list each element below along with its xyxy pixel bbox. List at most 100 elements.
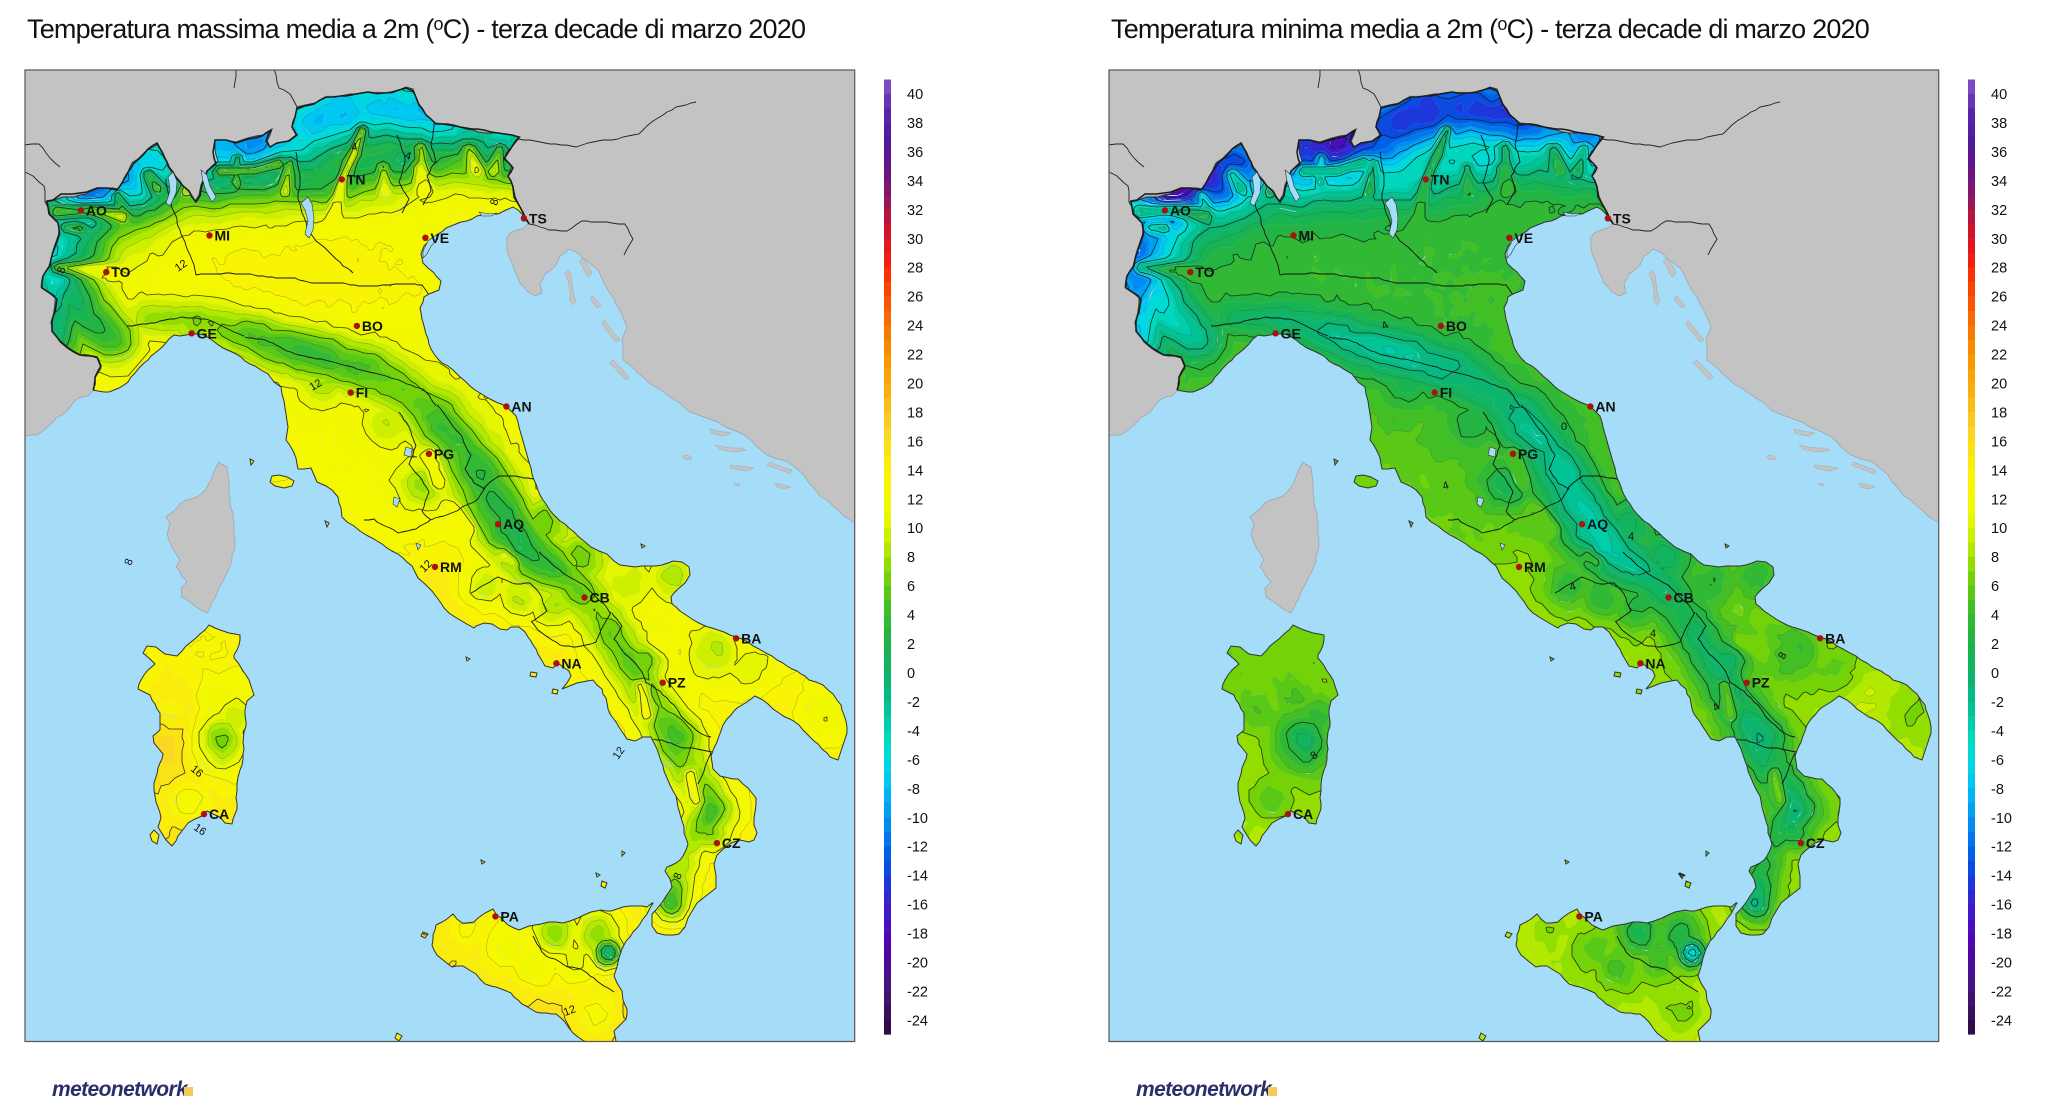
svg-text:VE: VE bbox=[430, 230, 449, 246]
svg-text:32: 32 bbox=[1991, 203, 2007, 219]
svg-text:-4: -4 bbox=[1991, 724, 2004, 740]
svg-text:4: 4 bbox=[1441, 479, 1451, 492]
svg-text:34: 34 bbox=[907, 174, 923, 190]
svg-text:VE: VE bbox=[1514, 230, 1533, 246]
svg-text:8: 8 bbox=[488, 198, 501, 207]
svg-text:4: 4 bbox=[907, 608, 915, 624]
svg-text:4: 4 bbox=[1676, 871, 1689, 881]
svg-text:4: 4 bbox=[403, 150, 413, 163]
svg-text:-16: -16 bbox=[1991, 898, 2012, 914]
svg-text:4: 4 bbox=[1568, 580, 1578, 593]
svg-text:BO: BO bbox=[362, 318, 383, 334]
svg-text:10: 10 bbox=[907, 521, 923, 537]
svg-text:0: 0 bbox=[1561, 421, 1567, 433]
svg-text:-22: -22 bbox=[1991, 984, 2012, 1000]
svg-text:-14: -14 bbox=[1991, 869, 2012, 885]
svg-text:-20: -20 bbox=[1991, 956, 2012, 972]
svg-text:4: 4 bbox=[1991, 608, 1999, 624]
svg-text:38: 38 bbox=[907, 116, 923, 132]
svg-text:TN: TN bbox=[1431, 171, 1450, 187]
svg-text:4: 4 bbox=[1650, 628, 1656, 640]
svg-text:24: 24 bbox=[1991, 319, 2007, 335]
svg-text:AO: AO bbox=[86, 202, 107, 218]
svg-text:CA: CA bbox=[209, 806, 229, 822]
svg-text:CB: CB bbox=[590, 590, 610, 606]
svg-text:16: 16 bbox=[907, 434, 923, 450]
svg-text:CZ: CZ bbox=[722, 835, 741, 851]
svg-text:36: 36 bbox=[907, 145, 923, 161]
svg-text:-20: -20 bbox=[907, 956, 928, 972]
svg-text:26: 26 bbox=[1991, 290, 2007, 306]
svg-text:TS: TS bbox=[529, 210, 547, 226]
svg-text:18: 18 bbox=[907, 405, 923, 421]
svg-text:12: 12 bbox=[173, 258, 190, 275]
svg-text:-8: -8 bbox=[907, 782, 920, 798]
svg-text:22: 22 bbox=[907, 348, 923, 364]
svg-text:FI: FI bbox=[1440, 385, 1452, 401]
svg-text:8: 8 bbox=[1991, 550, 1999, 566]
svg-text:TO: TO bbox=[1195, 264, 1214, 280]
svg-text:22: 22 bbox=[1991, 348, 2007, 364]
svg-text:NA: NA bbox=[561, 655, 581, 671]
svg-text:meteonetwork: meteonetwork bbox=[52, 1078, 189, 1101]
svg-text:8: 8 bbox=[1776, 650, 1789, 661]
svg-text:28: 28 bbox=[907, 261, 923, 277]
svg-text:PG: PG bbox=[434, 446, 454, 462]
svg-text:28: 28 bbox=[1991, 261, 2007, 277]
svg-text:24: 24 bbox=[907, 319, 923, 335]
svg-text:30: 30 bbox=[1991, 232, 2007, 248]
svg-text:FI: FI bbox=[356, 385, 368, 401]
svg-text:4: 4 bbox=[350, 141, 358, 154]
svg-text:6: 6 bbox=[1991, 579, 1999, 595]
svg-text:-10: -10 bbox=[907, 811, 928, 827]
svg-text:PG: PG bbox=[1518, 446, 1538, 462]
svg-text:16: 16 bbox=[191, 822, 208, 839]
svg-text:BA: BA bbox=[741, 630, 761, 646]
svg-text:CB: CB bbox=[1674, 590, 1694, 606]
svg-text:TO: TO bbox=[111, 264, 130, 280]
svg-text:-18: -18 bbox=[1991, 927, 2012, 943]
svg-text:4: 4 bbox=[1380, 319, 1391, 332]
svg-text:PZ: PZ bbox=[1752, 675, 1770, 691]
svg-text:AN: AN bbox=[1595, 399, 1615, 415]
svg-text:-12: -12 bbox=[1991, 840, 2012, 856]
svg-text:18: 18 bbox=[1991, 405, 2007, 421]
svg-text:RM: RM bbox=[440, 559, 462, 575]
svg-text:MI: MI bbox=[215, 228, 231, 244]
svg-text:36: 36 bbox=[1991, 145, 2007, 161]
svg-text:20: 20 bbox=[907, 377, 923, 393]
svg-text:Temperatura minima media a 2m: Temperatura minima media a 2m (oC) - ter… bbox=[1111, 14, 1869, 44]
svg-text:0: 0 bbox=[1991, 666, 1999, 682]
svg-text:34: 34 bbox=[1991, 174, 2007, 190]
svg-text:GE: GE bbox=[1281, 325, 1301, 341]
svg-text:BO: BO bbox=[1446, 318, 1467, 334]
svg-text:6: 6 bbox=[907, 579, 915, 595]
svg-text:meteonetwork: meteonetwork bbox=[1136, 1078, 1273, 1101]
svg-text:MI: MI bbox=[1299, 228, 1315, 244]
svg-text:12: 12 bbox=[308, 377, 325, 394]
svg-text:16: 16 bbox=[1991, 434, 2007, 450]
svg-text:AQ: AQ bbox=[503, 516, 524, 532]
svg-text:8: 8 bbox=[123, 557, 136, 567]
svg-text:AQ: AQ bbox=[1587, 516, 1608, 532]
svg-text:38: 38 bbox=[1991, 116, 2007, 132]
svg-text:PA: PA bbox=[1584, 908, 1602, 924]
svg-text:14: 14 bbox=[1991, 463, 2007, 479]
svg-text:AO: AO bbox=[1170, 202, 1191, 218]
svg-text:-22: -22 bbox=[907, 984, 928, 1000]
svg-text:BA: BA bbox=[1825, 630, 1845, 646]
svg-text:AN: AN bbox=[511, 399, 531, 415]
svg-text:30: 30 bbox=[907, 232, 923, 248]
svg-text:RM: RM bbox=[1524, 559, 1546, 575]
svg-text:12: 12 bbox=[1991, 492, 2007, 508]
svg-text:-2: -2 bbox=[1991, 695, 2004, 711]
svg-text:CA: CA bbox=[1293, 806, 1313, 822]
svg-text:PZ: PZ bbox=[668, 675, 686, 691]
svg-text:TN: TN bbox=[347, 171, 366, 187]
svg-text:-4: -4 bbox=[907, 724, 920, 740]
svg-text:10: 10 bbox=[1991, 521, 2007, 537]
svg-text:TS: TS bbox=[1613, 210, 1631, 226]
svg-text:12: 12 bbox=[907, 492, 923, 508]
svg-text:NA: NA bbox=[1645, 655, 1665, 671]
svg-text:-16: -16 bbox=[907, 898, 928, 914]
